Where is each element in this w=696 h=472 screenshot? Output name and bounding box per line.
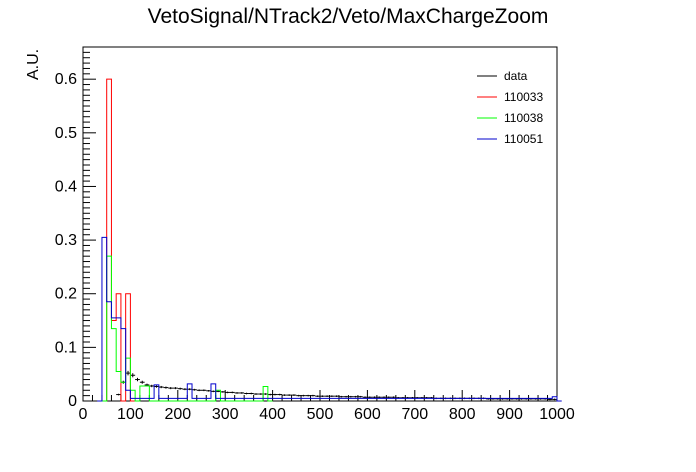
x-tick-label: 1000 — [539, 406, 575, 423]
legend: data 110033 110038 110051 — [477, 69, 543, 146]
histogram-line-110038 — [101, 255, 273, 402]
series-layer — [97, 78, 562, 402]
y-tick-label: 0 — [68, 393, 77, 410]
x-tick-label: 900 — [496, 406, 523, 423]
histogram-line-110051 — [97, 236, 562, 402]
x-tick-label: 0 — [79, 406, 88, 423]
x-tick-label: 500 — [307, 406, 334, 423]
x-tick-label: 200 — [164, 406, 191, 423]
plot-frame — [82, 46, 558, 402]
x-tick-label: 300 — [212, 406, 239, 423]
x-tick-label: 800 — [449, 406, 476, 423]
x-tick-label: 700 — [401, 406, 428, 423]
y-tick-label: 0.3 — [55, 232, 77, 249]
x-tick-label: 400 — [259, 406, 286, 423]
y-tick-label: 0.4 — [55, 178, 77, 195]
legend-label: data — [504, 69, 528, 83]
x-tick-label: 600 — [354, 406, 381, 423]
y-tick-label: 0.1 — [55, 339, 77, 356]
series-110051 — [97, 236, 562, 402]
x-tick-label: 100 — [117, 406, 144, 423]
y-tick-label: 0.6 — [55, 71, 77, 88]
y-axis-label: A.U. — [25, 49, 42, 80]
y-tick-label: 0.2 — [55, 286, 77, 303]
y-tick-label: 0.5 — [55, 125, 77, 142]
chart-title: VetoSignal/NTrack2/Veto/MaxChargeZoom — [148, 5, 549, 28]
legend-label: 110038 — [504, 111, 543, 125]
legend-label: 110033 — [504, 90, 543, 104]
legend-label: 110051 — [504, 132, 543, 146]
axes: 0 100 200 300 400 500 600 700 800 900 1000 0 0.1 0.2 0… — [55, 51, 575, 423]
series-110038 — [101, 255, 273, 402]
